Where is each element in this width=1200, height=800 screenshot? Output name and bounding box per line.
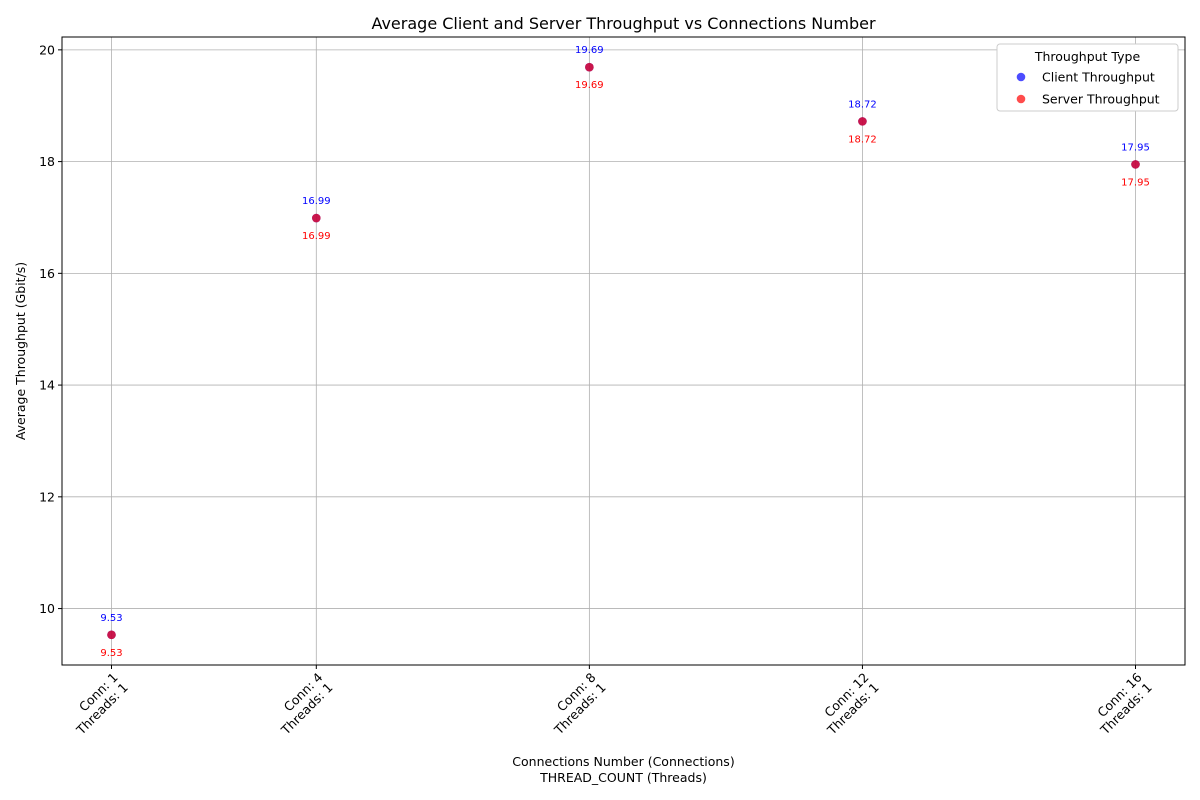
- client-data-label: 9.53: [100, 613, 122, 624]
- y-axis-ticks: 10 12 14 16 18 20: [39, 42, 62, 616]
- y-tick-label: 20: [39, 42, 55, 57]
- y-tick-label: 14: [39, 378, 55, 393]
- server-data-label: 18.72: [848, 134, 877, 145]
- y-tick-label: 16: [39, 266, 55, 281]
- server-point: [1131, 160, 1140, 169]
- x-axis-label-threads: THREAD_COUNT (Threads): [539, 770, 707, 785]
- x-tick-label: Conn: 8Threads: 1: [540, 670, 608, 738]
- server-point: [858, 117, 867, 126]
- server-data-label: 16.99: [302, 231, 331, 242]
- chart-title: Average Client and Server Throughput vs …: [371, 14, 876, 33]
- x-axis-ticks: Conn: 1Threads: 1 Conn: 4Threads: 1 Conn: …: [62, 665, 1155, 738]
- x-tick-label: Conn: 16Threads: 1: [1086, 670, 1154, 738]
- legend-label: Server Throughput: [1042, 92, 1160, 107]
- x-tick-label: Conn: 1Threads: 1: [62, 670, 130, 738]
- client-data-label: 19.69: [575, 45, 604, 56]
- legend-label: Client Throughput: [1042, 70, 1155, 85]
- server-data-label: 9.53: [100, 648, 122, 659]
- x-tick-label: Conn: 12Threads: 1: [813, 670, 881, 738]
- client-data-label: 16.99: [302, 196, 331, 207]
- y-axis-label: Average Throughput (Gbit/s): [13, 262, 28, 440]
- legend-marker: [1016, 72, 1026, 82]
- data-labels: 9.53 16.99 19.69 18.72 17.95 9.53 16.99 19.69 18…: [100, 45, 1149, 659]
- x-axis-label: Connections Number (Connections): [512, 754, 734, 769]
- data-points: [107, 62, 1140, 640]
- server-point: [585, 62, 594, 72]
- legend: Throughput Type Client Throughput Server …: [996, 43, 1179, 112]
- server-data-label: 19.69: [575, 80, 604, 91]
- server-point: [311, 213, 321, 223]
- server-data-label: 17.95: [1121, 177, 1150, 188]
- y-tick-label: 18: [39, 154, 55, 169]
- client-data-label: 17.95: [1121, 142, 1150, 153]
- grid: [62, 37, 1185, 665]
- legend-title: Throughput Type: [1034, 49, 1141, 64]
- y-tick-label: 10: [39, 601, 55, 616]
- client-data-label: 18.72: [848, 99, 877, 110]
- legend-marker: [1016, 94, 1026, 104]
- server-point: [107, 630, 116, 640]
- legend-frame: [996, 43, 1179, 112]
- y-tick-label: 12: [39, 489, 55, 504]
- plot-area-frame: [61, 36, 1186, 666]
- x-tick-label: Conn: 4Threads: 1: [267, 670, 335, 738]
